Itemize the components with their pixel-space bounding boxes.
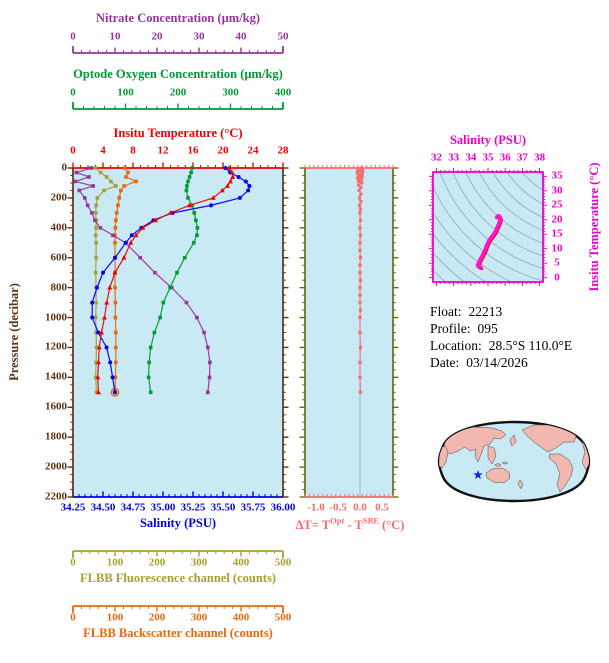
tick-label: 400 bbox=[50, 221, 68, 234]
tick-label: 10 bbox=[551, 242, 563, 255]
tick-label: 1000 bbox=[45, 311, 67, 324]
tick-label: 12 bbox=[157, 144, 169, 157]
tick-label: 25 bbox=[551, 198, 563, 211]
tick-label: 200 bbox=[50, 191, 68, 204]
tick-label: 200 bbox=[148, 611, 166, 624]
tick-label: 0 bbox=[554, 271, 560, 284]
float-info: Float: 22213 Profile: 095 Location: 28.5°S … bbox=[430, 303, 572, 371]
tick-label: 0 bbox=[70, 611, 76, 624]
tick-label: -0.5 bbox=[329, 501, 347, 514]
tick-label: 15 bbox=[551, 227, 563, 240]
tick-label: 300 bbox=[190, 556, 208, 569]
tick-label: 30 bbox=[551, 184, 563, 197]
tick-label: 0.0 bbox=[353, 501, 367, 514]
ts-salinity-axis-title: Salinity (PSU) bbox=[449, 132, 527, 147]
tick-label: 2200 bbox=[45, 490, 67, 503]
tick-label: 300 bbox=[190, 611, 208, 624]
tick-label: 1200 bbox=[45, 340, 67, 353]
float-info-line: Profile: 095 bbox=[430, 321, 498, 336]
tick-label: 100 bbox=[106, 611, 124, 624]
tick-label: 5 bbox=[554, 256, 560, 269]
tick-label: 28 bbox=[277, 144, 289, 157]
tick-label: 24 bbox=[247, 144, 259, 157]
ts-temperature-axis-title: Insitu Temperature (°C) bbox=[586, 162, 601, 292]
tick-label: 200 bbox=[148, 556, 166, 569]
float-info-line: Date: 03/14/2026 bbox=[430, 355, 528, 370]
tick-label: 35.75 bbox=[240, 501, 266, 514]
tick-label: 1800 bbox=[45, 430, 67, 443]
tick-label: 40 bbox=[235, 30, 247, 43]
tick-label: 400 bbox=[232, 556, 250, 569]
tick-label: 34 bbox=[465, 151, 477, 164]
tick-label: 1600 bbox=[45, 400, 67, 413]
tick-label: 35 bbox=[482, 151, 494, 164]
tick-label: 20 bbox=[551, 213, 563, 226]
tick-label: 0.5 bbox=[375, 501, 389, 514]
tick-label: 0 bbox=[70, 86, 76, 99]
tick-label: 20 bbox=[151, 30, 163, 43]
tick-label: 35.00 bbox=[150, 501, 176, 514]
tick-label: 38 bbox=[534, 151, 546, 164]
tick-label: 4 bbox=[100, 144, 106, 157]
float-position-star bbox=[473, 470, 483, 479]
tick-label: 1400 bbox=[45, 370, 67, 383]
world-map bbox=[437, 420, 591, 503]
float-info-line: Float: 22213 bbox=[430, 304, 503, 319]
tick-label: 20 bbox=[217, 144, 229, 157]
backscatter-axis-title: FLBB Backscatter channel (counts) bbox=[83, 625, 273, 640]
tick-label: 0 bbox=[70, 556, 76, 569]
tick-label: 36.00 bbox=[270, 501, 296, 514]
tick-label: 100 bbox=[117, 86, 134, 99]
tick-label: 400 bbox=[274, 86, 292, 99]
tick-label: 30 bbox=[193, 30, 205, 43]
salinity-axis-title: Salinity (PSU) bbox=[139, 515, 217, 530]
delta-t-axis-title: ΔT= TOpt - TSBE (°C) bbox=[295, 515, 405, 532]
tick-label: 35.25 bbox=[180, 501, 206, 514]
tick-label: 35 bbox=[551, 169, 563, 182]
tick-label: 0 bbox=[61, 161, 68, 174]
tick-label: 800 bbox=[50, 281, 68, 294]
tick-label: 500 bbox=[274, 556, 292, 569]
tick-label: 34.25 bbox=[60, 501, 86, 514]
tick-label: 400 bbox=[232, 611, 250, 624]
tick-label: 0 bbox=[70, 30, 76, 43]
tick-label: 200 bbox=[169, 86, 187, 99]
tick-label: 34.50 bbox=[90, 501, 116, 514]
tick-label: 33 bbox=[448, 151, 460, 164]
tick-label: 300 bbox=[222, 86, 239, 99]
tick-label: 32 bbox=[430, 151, 442, 164]
tick-label: 10 bbox=[109, 30, 121, 43]
float-info-line: Location: 28.5°S 110.0°E bbox=[430, 338, 573, 353]
tick-label: 16 bbox=[187, 144, 199, 157]
tick-label: 36 bbox=[499, 151, 511, 164]
pressure-axis-title: Pressure (decibar) bbox=[6, 283, 21, 381]
tick-label: 35.50 bbox=[210, 501, 236, 514]
tick-label: 37 bbox=[516, 151, 528, 164]
tick-label: 500 bbox=[274, 611, 292, 624]
tick-label: 8 bbox=[130, 144, 136, 157]
tick-label: -1.0 bbox=[307, 501, 325, 514]
nitrate-axis-title: Nitrate Concentration (µm/kg) bbox=[95, 10, 261, 25]
tick-label: 2000 bbox=[45, 460, 67, 473]
tick-label: 600 bbox=[50, 251, 68, 264]
tick-label: 0 bbox=[70, 144, 76, 157]
fluorescence-axis-title: FLBB Fluorescence channel (counts) bbox=[80, 570, 276, 585]
oxygen-axis-title: Optode Oxygen Concentration (µm/kg) bbox=[73, 66, 283, 81]
tick-label: 50 bbox=[277, 30, 289, 43]
temperature-axis-title: Insitu Temperature (°C) bbox=[113, 125, 243, 140]
map-continents bbox=[439, 424, 589, 493]
tick-label: 100 bbox=[106, 556, 124, 569]
tick-label: 34.75 bbox=[120, 501, 146, 514]
